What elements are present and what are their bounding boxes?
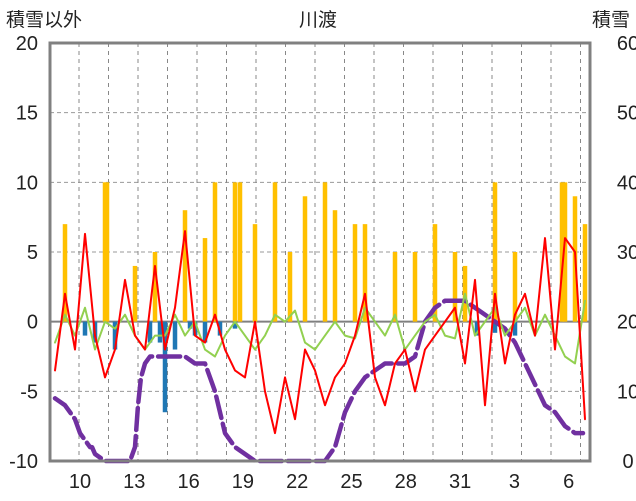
x-tick-label: 3 <box>509 471 520 493</box>
precip-bar <box>362 224 368 322</box>
y-left-tick-labels: 20 15 10 5 0 -5 -10 <box>9 33 38 473</box>
x-tick-labels: 10 13 16 19 22 25 28 31 3 6 <box>69 471 574 493</box>
precip-bar <box>582 224 588 322</box>
precip-bar <box>412 252 418 322</box>
y-left-label: 積雪以外 <box>6 9 82 31</box>
x-tick-label: 16 <box>177 471 199 493</box>
snowfall-bar <box>512 321 518 336</box>
snowfall-bar <box>232 321 238 329</box>
precip-bar <box>432 224 438 322</box>
precip-bar <box>152 252 158 322</box>
snowfall-bar <box>187 321 193 329</box>
precip-bar <box>512 252 518 322</box>
snowfall-bar <box>492 321 498 333</box>
snowfall-bar <box>162 321 168 413</box>
chart-title: 川渡 <box>299 9 337 31</box>
precip-bar <box>392 252 398 322</box>
precip-bar <box>562 182 568 322</box>
y-left-tick-label: -10 <box>9 451 38 473</box>
x-tick-label: 31 <box>449 471 471 493</box>
y-right-tick-label: 40 <box>617 172 636 194</box>
snowfall-bar <box>147 321 153 343</box>
plot-frame <box>48 41 592 463</box>
y-right-tick-label: 20 <box>617 312 636 334</box>
precip-bar <box>232 182 238 322</box>
precip-bar <box>559 182 565 322</box>
x-tick-label: 13 <box>123 471 145 493</box>
precip-bar <box>62 224 68 322</box>
precip-bar <box>287 252 293 322</box>
y-right-tick-label: 10 <box>617 381 636 403</box>
snowfall-bar <box>172 321 178 350</box>
precip-bar <box>104 182 110 322</box>
snowfall-bar <box>202 321 208 343</box>
precip-bar <box>302 196 308 322</box>
x-tick-label: 10 <box>69 471 91 493</box>
snowfall-bar <box>474 321 480 336</box>
y-left-tick-label: 0 <box>27 312 38 334</box>
precip-bar <box>237 182 243 322</box>
y-right-tick-label: 50 <box>617 103 636 125</box>
snowfall-bar <box>157 321 163 343</box>
y-left-tick-label: -5 <box>20 381 38 403</box>
x-tick-label: 22 <box>286 471 308 493</box>
y-left-tick-label: 10 <box>16 172 38 194</box>
y-right-tick-label: 60 <box>617 33 636 55</box>
y-right-tick-labels: 60 50 40 30 20 10 0 <box>617 33 636 473</box>
temp_max-line <box>54 230 586 435</box>
gridlines <box>50 43 590 461</box>
precip-bar <box>202 238 208 322</box>
precip-bar <box>492 182 498 322</box>
precip-bar <box>322 182 328 322</box>
precip-bar <box>272 182 278 322</box>
x-tick-label: 6 <box>563 471 574 493</box>
snowfall-bar <box>112 321 118 350</box>
y-left-tick-label: 5 <box>27 242 38 264</box>
precip-bar <box>132 265 138 322</box>
precip-bar <box>182 210 188 322</box>
y-right-tick-label: 0 <box>622 451 633 473</box>
x-tick-label: 28 <box>395 471 417 493</box>
line-series <box>52 230 586 464</box>
snowfall-bar <box>82 321 88 336</box>
y-right-label: 積雪 <box>592 9 630 31</box>
y-right-tick-label: 30 <box>617 242 636 264</box>
x-tick-label: 25 <box>340 471 362 493</box>
x-tick-label: 19 <box>232 471 254 493</box>
precip-bar <box>252 224 258 322</box>
y-left-tick-label: 15 <box>16 103 38 125</box>
precip-bar <box>452 252 458 322</box>
precip-bar <box>212 182 218 322</box>
precip-bar <box>332 210 338 322</box>
y-left-tick-label: 20 <box>16 33 38 55</box>
precip-bar <box>352 224 358 322</box>
bar-series <box>62 182 588 413</box>
